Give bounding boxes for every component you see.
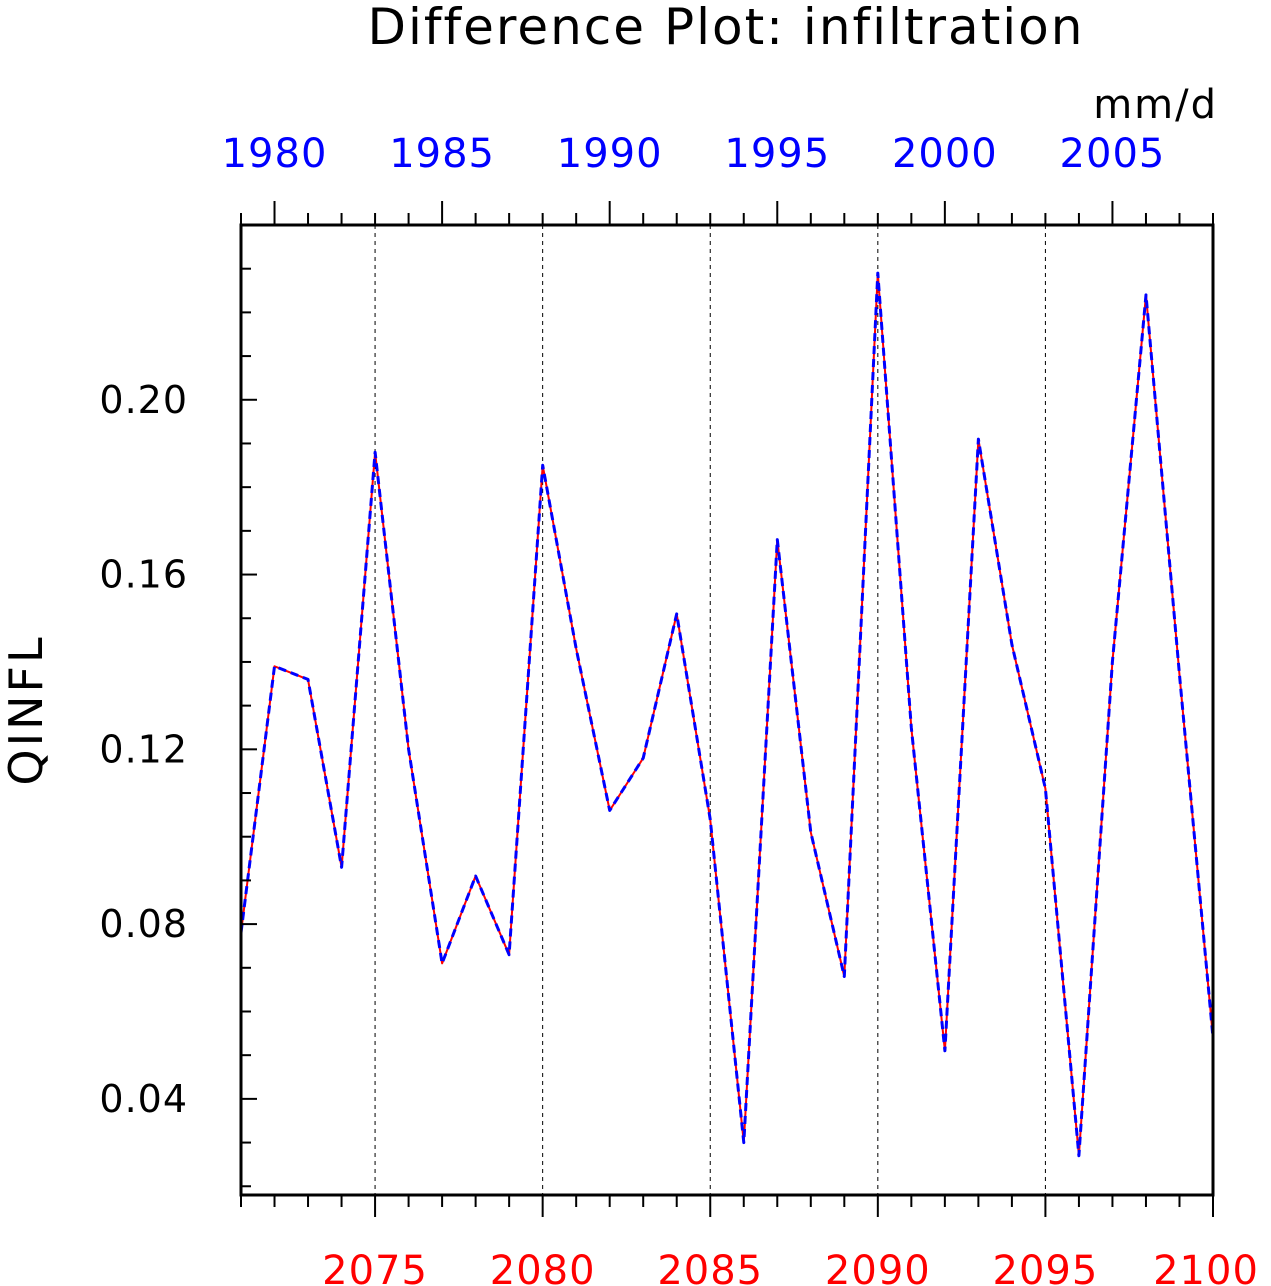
- plot-frame: [239, 223, 1215, 1197]
- axis-ticks: [240, 201, 1214, 1217]
- y-tick-label: 0.04: [99, 1077, 188, 1121]
- x-top-tick-labels: 1980 1985 1990 1995 2000 2005: [222, 131, 1166, 177]
- y-axis-label: QINFL: [0, 634, 53, 785]
- x-top-tick-label: 1985: [389, 131, 495, 177]
- y-tick-label: 0.12: [99, 727, 188, 771]
- x-top-tick-label: 1990: [557, 131, 663, 177]
- series-line-2: [239, 271, 1215, 1158]
- y-tick-label: 0.20: [99, 378, 188, 422]
- y-tick-labels: 0.04 0.08 0.12 0.16 0.20: [99, 378, 188, 1121]
- x-bottom-tick-label: 2075: [322, 1248, 428, 1286]
- units-label: mm/d: [1093, 82, 1218, 128]
- series-layer: [239, 271, 1215, 1158]
- x-bottom-tick-label: 2080: [490, 1248, 596, 1286]
- x-top-tick-label: 1995: [724, 131, 830, 177]
- x-top-tick-label: 2000: [892, 131, 998, 177]
- x-bottom-tick-labels: 2075 2080 2085 2090 2095 2100: [322, 1248, 1259, 1286]
- x-top-tick-label: 1980: [222, 131, 328, 177]
- x-bottom-tick-label: 2085: [657, 1248, 763, 1286]
- x-bottom-tick-label: 2090: [825, 1248, 931, 1286]
- y-tick-label: 0.16: [99, 553, 188, 597]
- series-line-1: [240, 272, 1214, 1157]
- x-bottom-tick-label: 2095: [993, 1248, 1099, 1286]
- chart-title: Difference Plot: infiltration: [368, 0, 1085, 56]
- y-tick-label: 0.08: [99, 902, 188, 946]
- x-top-tick-label: 2005: [1060, 131, 1166, 177]
- grid-lines: [374, 225, 1046, 1195]
- x-bottom-tick-label: 2100: [1153, 1248, 1259, 1286]
